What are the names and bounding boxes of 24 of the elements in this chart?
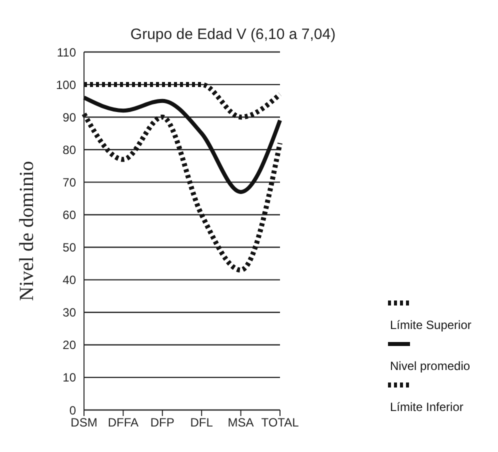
y-tick-label: 40 xyxy=(62,273,76,288)
x-tick-label: MSA xyxy=(228,416,254,430)
text: Límite Inferior xyxy=(390,400,464,414)
y-tick-label: 60 xyxy=(62,208,76,222)
y-tick-label: 110 xyxy=(56,45,76,60)
x-tick-label: DFP xyxy=(150,416,174,430)
y-tick-label: 10 xyxy=(62,370,76,385)
y-tick-label: 30 xyxy=(62,306,76,320)
y-tick-label: 50 xyxy=(62,240,76,255)
legend-label: Nivel promedio xyxy=(390,359,472,373)
x-tick-label: DSM xyxy=(70,416,98,430)
x-tick-label: DFL xyxy=(190,416,214,430)
y-tick-label: 20 xyxy=(62,338,76,352)
y-axis-title: Nivel de dominio xyxy=(16,161,38,301)
x-tick-label: DFFA xyxy=(108,416,139,430)
y-tick-label: 0 xyxy=(69,403,76,418)
line-series xyxy=(82,96,282,194)
y-tick-label: 80 xyxy=(62,142,76,157)
y-tick-label: 90 xyxy=(62,110,76,124)
y-tick-label: 70 xyxy=(62,175,76,190)
y-tick-label: 100 xyxy=(56,78,76,92)
x-tick-label: TOTAL xyxy=(261,416,300,430)
chart-title: Grupo de Edad V (6,10 a 7,04) xyxy=(129,26,337,43)
text: Límite Superior xyxy=(390,318,472,332)
